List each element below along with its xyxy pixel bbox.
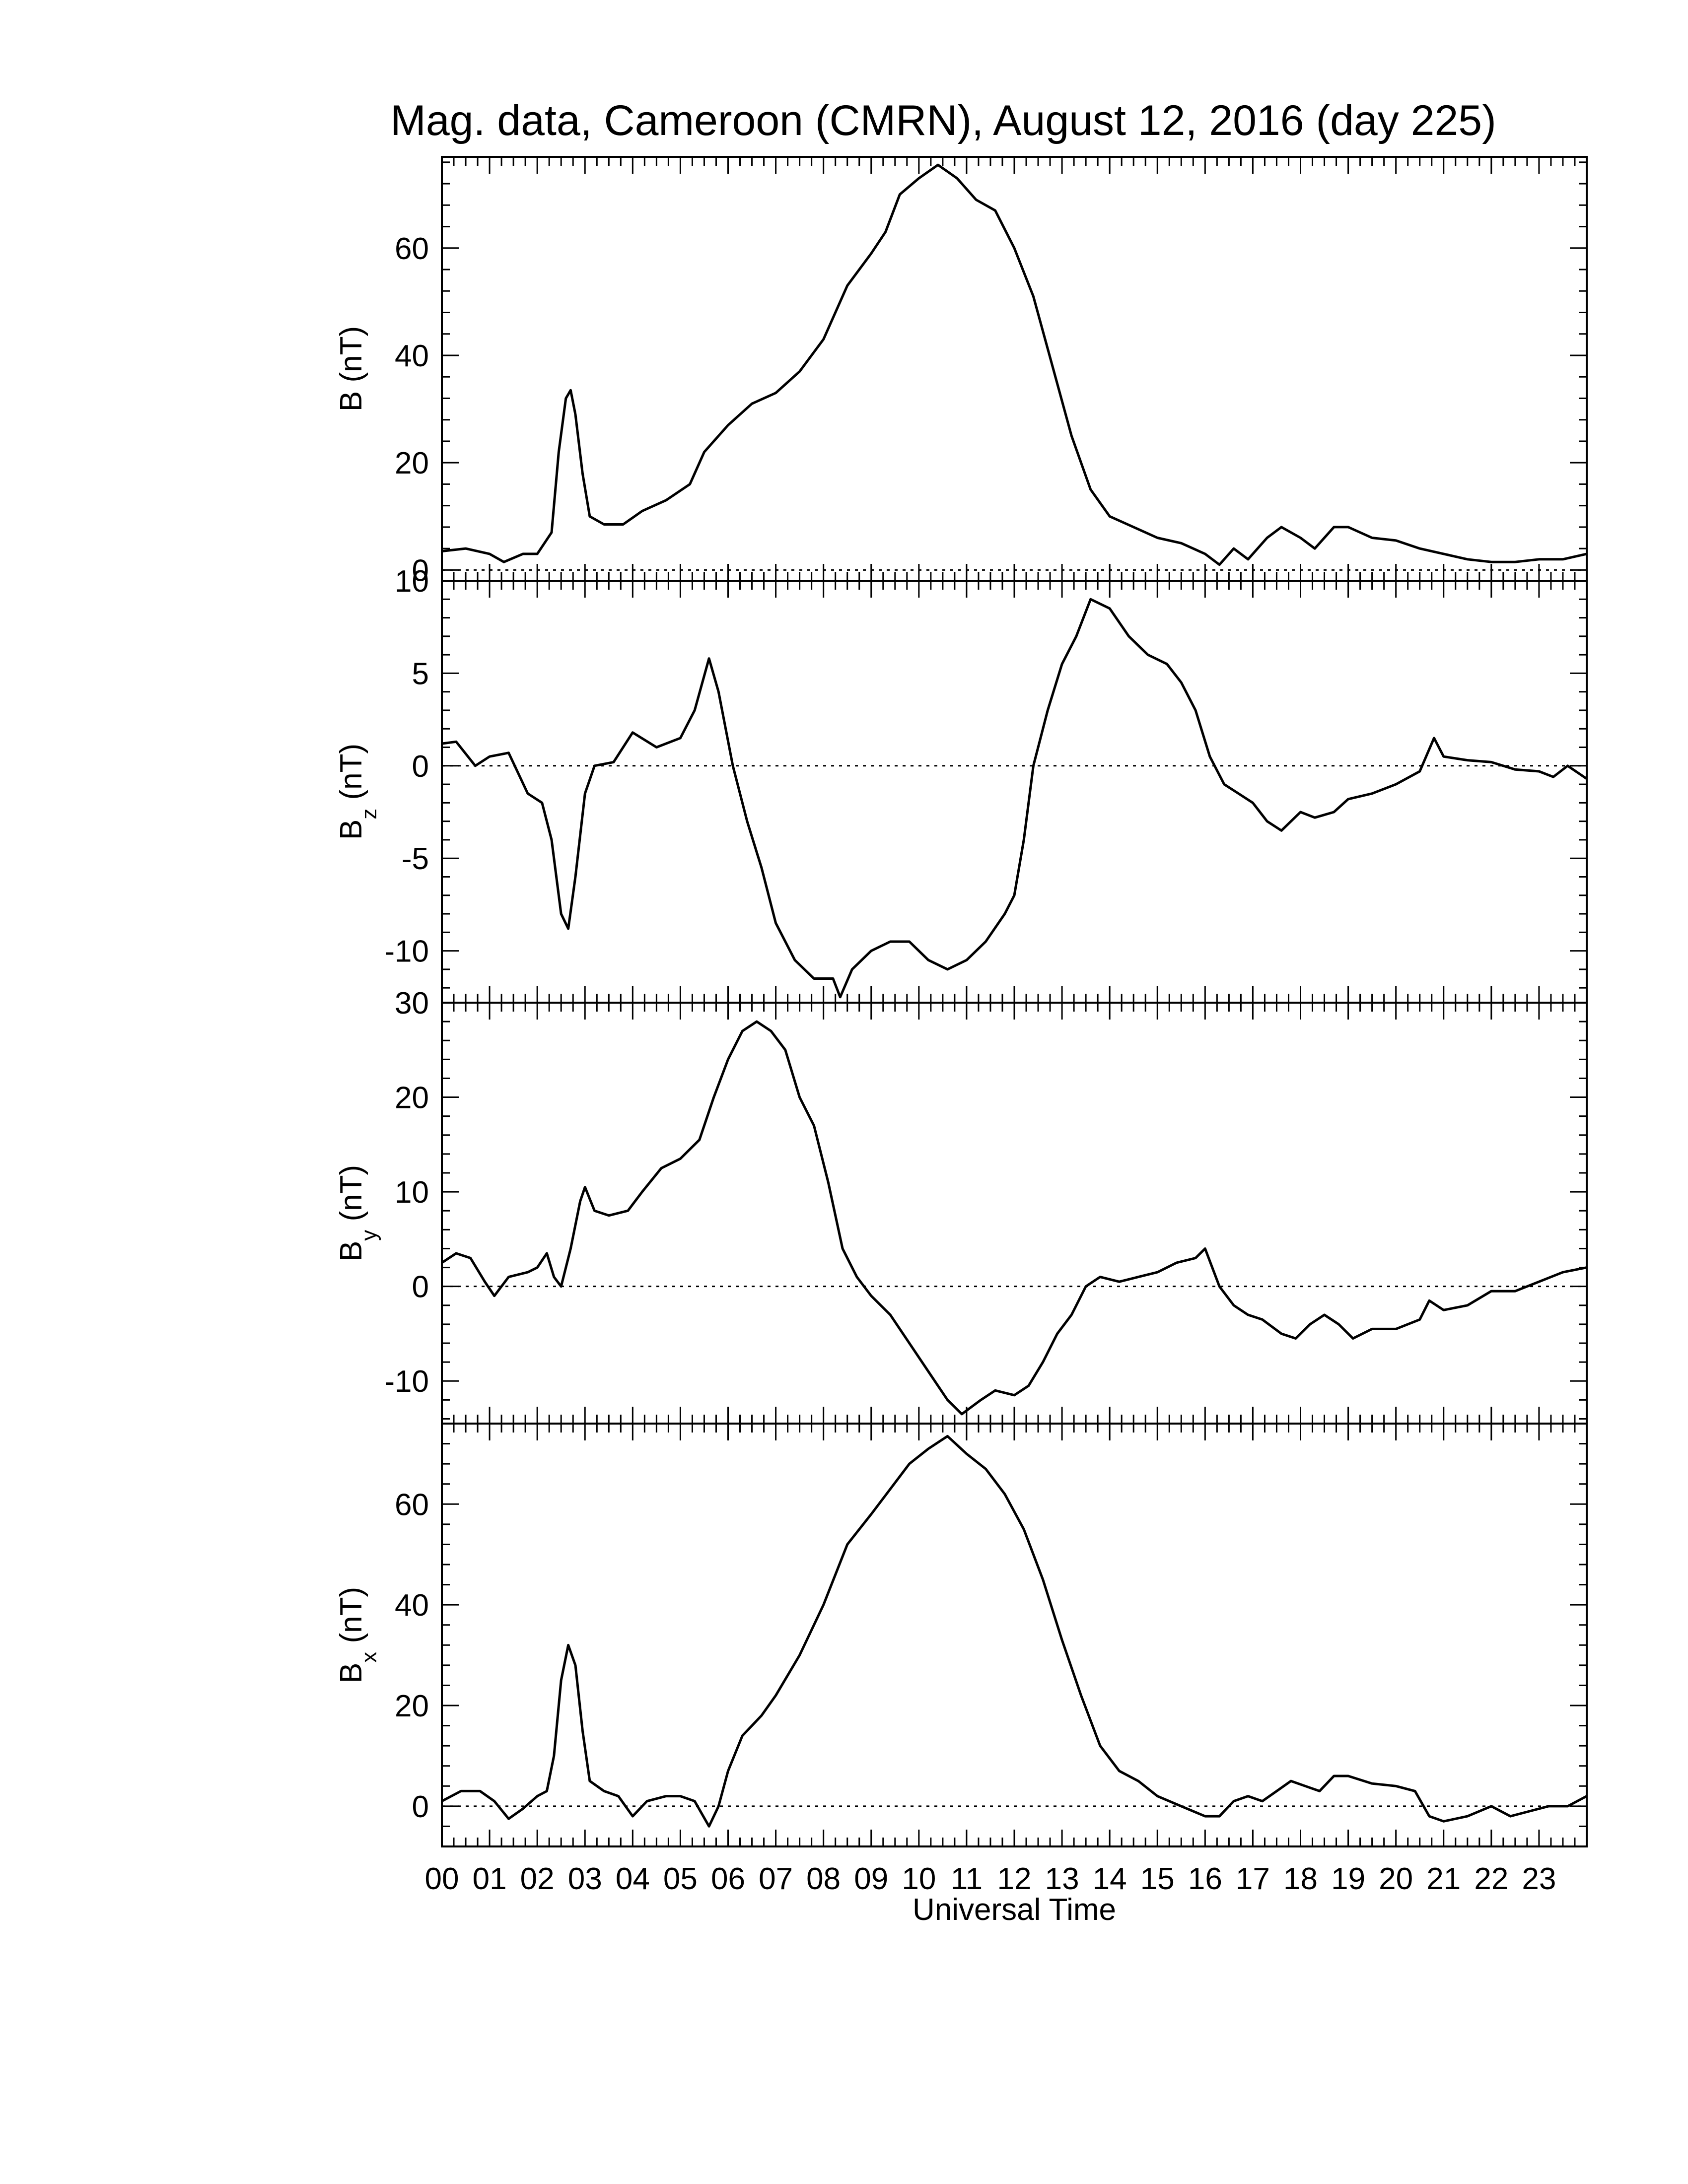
- y-tick-label: 5: [412, 657, 429, 691]
- x-tick-label: 03: [568, 1862, 602, 1896]
- y-axis-title: Bx (nT): [334, 1587, 381, 1683]
- x-tick-label: 19: [1331, 1862, 1365, 1896]
- x-tick-label: 00: [425, 1862, 459, 1896]
- x-tick-label: 12: [997, 1862, 1032, 1896]
- x-tick-label: 13: [1045, 1862, 1079, 1896]
- x-tick-label: 16: [1188, 1862, 1222, 1896]
- y-tick-label: 0: [412, 1790, 429, 1824]
- y-tick-label: 60: [395, 232, 429, 266]
- x-tick-label: 21: [1426, 1862, 1461, 1896]
- x-tick-label: 04: [616, 1862, 650, 1896]
- y-tick-label: 20: [395, 1081, 429, 1115]
- y-tick-label: -5: [402, 842, 429, 876]
- plot-frame: [441, 580, 1588, 1004]
- x-tick-label: 01: [473, 1862, 507, 1896]
- series-B: [441, 163, 1587, 566]
- y-axis-title: Bz (nT): [334, 744, 381, 840]
- y-tick-label: 40: [395, 339, 429, 373]
- x-tick-label: 11: [951, 1862, 983, 1896]
- x-tick-label: 02: [520, 1862, 555, 1896]
- x-tick-label: 17: [1236, 1862, 1270, 1896]
- y-tick-label: 10: [395, 1175, 429, 1210]
- x-tick-label: 10: [902, 1862, 936, 1896]
- y-tick-label: 20: [395, 1689, 429, 1723]
- x-tick-label: 22: [1474, 1862, 1508, 1896]
- y-tick-label: 10: [395, 564, 429, 599]
- x-tick-label: 07: [759, 1862, 793, 1896]
- x-tick-label: 15: [1140, 1862, 1175, 1896]
- y-axis-title: B (nT): [334, 326, 368, 411]
- x-tick-label: 14: [1093, 1862, 1127, 1896]
- y-tick-label: -10: [384, 935, 429, 969]
- panel-Bx: 0 20 40 60 Bx (nT): [334, 1423, 1588, 1847]
- series-By: [441, 1020, 1587, 1416]
- y-tick-label: 30: [395, 986, 429, 1021]
- plot-frame: [441, 156, 1588, 582]
- x-tick-label: 06: [711, 1862, 745, 1896]
- panel-B: 0 20 40 60 B (nT): [334, 156, 1588, 588]
- y-tick-label: 0: [412, 1270, 429, 1304]
- x-tick-label: 23: [1522, 1862, 1556, 1896]
- plot-frame: [441, 1423, 1588, 1847]
- chart-title: Mag. data, Cameroon (CMRN), August 12, 2…: [390, 97, 1496, 144]
- y-tick-label: 40: [395, 1588, 429, 1623]
- series-Bz: [441, 598, 1588, 999]
- x-tick-label: 05: [663, 1862, 698, 1896]
- y-tick-label: 0: [412, 750, 429, 784]
- panel-By: -10 0 10 20 30 By (nT): [334, 986, 1588, 1425]
- x-tick-label: 08: [806, 1862, 841, 1896]
- y-tick-label: -10: [384, 1365, 429, 1399]
- y-tick-label: 20: [395, 446, 429, 480]
- x-axis-title: Universal Time: [913, 1893, 1116, 1927]
- panel-Bz: -10 -5 0 5 10 Bz (nT): [334, 564, 1588, 1004]
- x-axis: 00 01 02 03 04 05 06 07 08 09 10 11 12 13 14 15 16 17 18 19…: [425, 1862, 1556, 1896]
- y-tick-label: 60: [395, 1488, 429, 1522]
- x-tick-label: 20: [1379, 1862, 1413, 1896]
- y-axis-title: By (nT): [334, 1165, 381, 1261]
- x-tick-label: 18: [1283, 1862, 1318, 1896]
- y-tick-label: 0: [412, 553, 429, 588]
- series-Bx: [441, 1434, 1588, 1828]
- x-tick-label: 09: [854, 1862, 888, 1896]
